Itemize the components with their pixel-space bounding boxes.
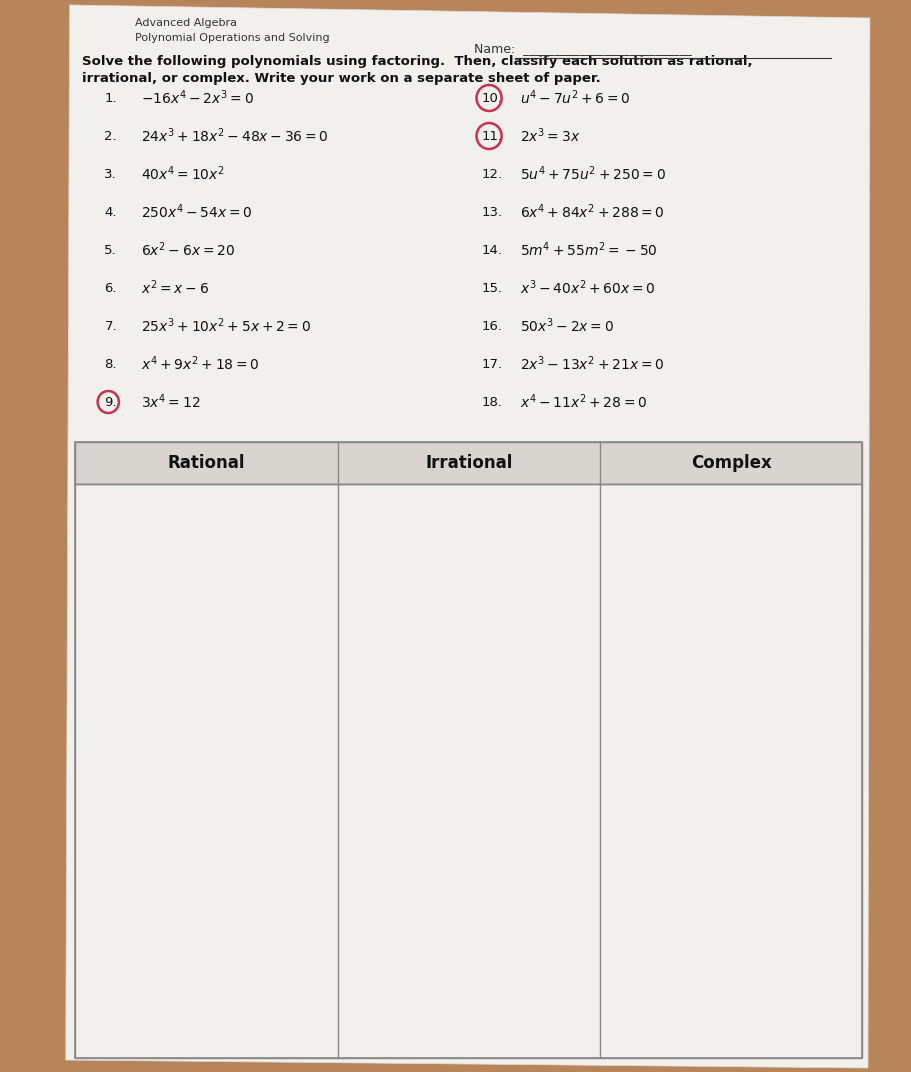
Text: Complex: Complex (691, 455, 772, 472)
Text: 3.: 3. (105, 167, 117, 180)
Text: $x^4-11x^2+28=0$: $x^4-11x^2+28=0$ (520, 392, 648, 412)
Text: 8.: 8. (105, 357, 117, 371)
Text: 18.: 18. (481, 396, 502, 408)
Text: 9.: 9. (105, 396, 117, 408)
Text: $3x^4=12$: $3x^4=12$ (141, 392, 200, 412)
Text: 7.: 7. (105, 319, 117, 332)
Text: Advanced Algebra: Advanced Algebra (136, 18, 238, 28)
Text: Polynomial Operations and Solving: Polynomial Operations and Solving (136, 33, 330, 43)
Text: 6.: 6. (105, 282, 117, 295)
Text: Rational: Rational (168, 455, 245, 472)
Text: $u^4-7u^2+6=0$: $u^4-7u^2+6=0$ (520, 89, 630, 107)
Polygon shape (76, 442, 862, 483)
Text: $25x^3+10x^2+5x+2=0$: $25x^3+10x^2+5x+2=0$ (141, 316, 312, 336)
Text: 17.: 17. (481, 357, 503, 371)
Text: 15.: 15. (481, 282, 503, 295)
Text: Irrational: Irrational (425, 455, 513, 472)
Text: 13.: 13. (481, 206, 503, 219)
Text: 4.: 4. (105, 206, 117, 219)
Text: $40x^4=10x^2$: $40x^4=10x^2$ (141, 165, 225, 183)
Text: 5.: 5. (105, 243, 117, 256)
Polygon shape (66, 5, 870, 1068)
Text: $50x^3-2x=0$: $50x^3-2x=0$ (520, 316, 614, 336)
Text: $6x^2-6x=20$: $6x^2-6x=20$ (141, 241, 235, 259)
Text: 12.: 12. (481, 167, 503, 180)
Text: $24x^3+18x^2-48x-36=0$: $24x^3+18x^2-48x-36=0$ (141, 126, 329, 146)
Text: 11.: 11. (481, 130, 503, 143)
Text: $-16x^4-2x^3=0$: $-16x^4-2x^3=0$ (141, 89, 254, 107)
Polygon shape (76, 483, 862, 1058)
Text: $2x^3=3x$: $2x^3=3x$ (520, 126, 580, 146)
Text: 16.: 16. (481, 319, 502, 332)
Text: 14.: 14. (481, 243, 502, 256)
Text: $x^2=x-6$: $x^2=x-6$ (141, 279, 210, 297)
Text: $x^4+9x^2+18=0$: $x^4+9x^2+18=0$ (141, 355, 260, 373)
Text: Solve the following polynomials using factoring.  Then, classify each solution a: Solve the following polynomials using fa… (82, 55, 752, 68)
Text: $5m^4+55m^2=-50$: $5m^4+55m^2=-50$ (520, 241, 658, 259)
Text: $250x^4-54x=0$: $250x^4-54x=0$ (141, 203, 252, 221)
Text: $2x^3-13x^2+21x=0$: $2x^3-13x^2+21x=0$ (520, 355, 664, 373)
Text: irrational, or complex. Write your work on a separate sheet of paper.: irrational, or complex. Write your work … (82, 72, 601, 85)
Text: 1.: 1. (105, 91, 117, 104)
Text: $x^3-40x^2+60x=0$: $x^3-40x^2+60x=0$ (520, 279, 656, 297)
Text: 10.: 10. (481, 91, 502, 104)
Text: $6x^4+84x^2+288=0$: $6x^4+84x^2+288=0$ (520, 203, 665, 221)
Text: $5u^4+75u^2+250=0$: $5u^4+75u^2+250=0$ (520, 165, 666, 183)
Text: 2.: 2. (105, 130, 117, 143)
Text: Name:  ___________________________: Name: ___________________________ (474, 42, 691, 55)
